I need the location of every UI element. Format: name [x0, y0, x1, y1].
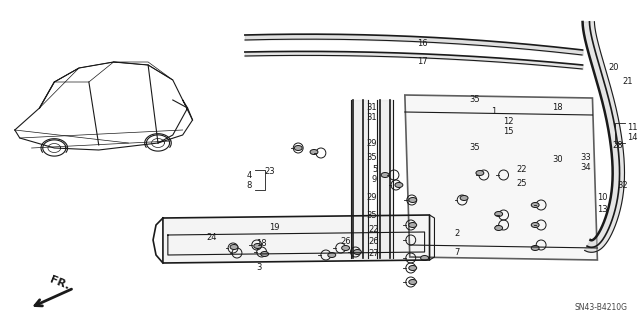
- Ellipse shape: [531, 246, 539, 250]
- Text: 19: 19: [269, 223, 280, 232]
- Text: 5: 5: [372, 166, 377, 174]
- Text: 35: 35: [469, 95, 479, 105]
- Text: 18: 18: [257, 239, 267, 248]
- Polygon shape: [405, 95, 597, 260]
- Text: FR.: FR.: [48, 275, 70, 292]
- Ellipse shape: [342, 246, 349, 250]
- Text: 26: 26: [368, 238, 379, 247]
- Ellipse shape: [230, 244, 238, 249]
- Text: 31: 31: [367, 103, 377, 113]
- Ellipse shape: [310, 150, 318, 154]
- Text: 32: 32: [617, 181, 628, 189]
- Text: 14: 14: [627, 133, 637, 143]
- Text: SN43-B4210G: SN43-B4210G: [575, 303, 628, 313]
- Text: 9: 9: [372, 175, 377, 184]
- Ellipse shape: [531, 222, 539, 227]
- Ellipse shape: [409, 222, 417, 227]
- Ellipse shape: [254, 243, 262, 249]
- Text: 29: 29: [367, 194, 377, 203]
- Ellipse shape: [476, 170, 484, 175]
- Ellipse shape: [409, 265, 417, 271]
- Text: 24: 24: [207, 234, 217, 242]
- Ellipse shape: [395, 182, 403, 188]
- Text: 33: 33: [580, 153, 591, 162]
- Polygon shape: [582, 22, 625, 252]
- Text: 11: 11: [627, 123, 637, 132]
- Text: 15: 15: [504, 128, 514, 137]
- Text: 27: 27: [368, 249, 379, 258]
- Text: 13: 13: [597, 205, 608, 214]
- Ellipse shape: [420, 256, 429, 261]
- Text: 31: 31: [367, 114, 377, 122]
- Text: 23: 23: [264, 167, 275, 176]
- Ellipse shape: [531, 203, 539, 207]
- Text: 35: 35: [367, 153, 377, 162]
- Text: 29: 29: [367, 138, 377, 147]
- Text: 30: 30: [552, 155, 563, 165]
- Text: 18: 18: [552, 103, 563, 113]
- Ellipse shape: [495, 226, 502, 231]
- Ellipse shape: [381, 173, 389, 177]
- Text: 25: 25: [516, 179, 527, 188]
- Text: 2: 2: [454, 229, 460, 238]
- Text: 12: 12: [504, 117, 514, 127]
- Ellipse shape: [460, 196, 468, 201]
- Ellipse shape: [260, 251, 269, 256]
- Text: 1: 1: [491, 108, 496, 116]
- Ellipse shape: [328, 253, 336, 257]
- Text: 3: 3: [256, 263, 261, 272]
- Text: 22: 22: [516, 166, 527, 174]
- Ellipse shape: [409, 197, 417, 203]
- Text: 28: 28: [612, 140, 623, 150]
- Text: 7: 7: [454, 248, 460, 257]
- Text: 10: 10: [597, 194, 608, 203]
- Ellipse shape: [409, 279, 417, 285]
- Text: 20: 20: [608, 63, 619, 72]
- Ellipse shape: [353, 249, 362, 255]
- Text: 8: 8: [246, 181, 252, 189]
- Text: 26: 26: [340, 238, 351, 247]
- Text: 21: 21: [622, 78, 632, 86]
- Text: 4: 4: [246, 170, 252, 180]
- Text: 16: 16: [417, 39, 428, 48]
- Text: 35: 35: [469, 144, 479, 152]
- Polygon shape: [163, 215, 429, 263]
- Text: 35: 35: [367, 211, 377, 219]
- Text: 22: 22: [368, 226, 379, 234]
- Ellipse shape: [294, 145, 302, 151]
- Ellipse shape: [495, 211, 502, 217]
- Text: 17: 17: [417, 57, 428, 66]
- Text: 34: 34: [580, 164, 591, 173]
